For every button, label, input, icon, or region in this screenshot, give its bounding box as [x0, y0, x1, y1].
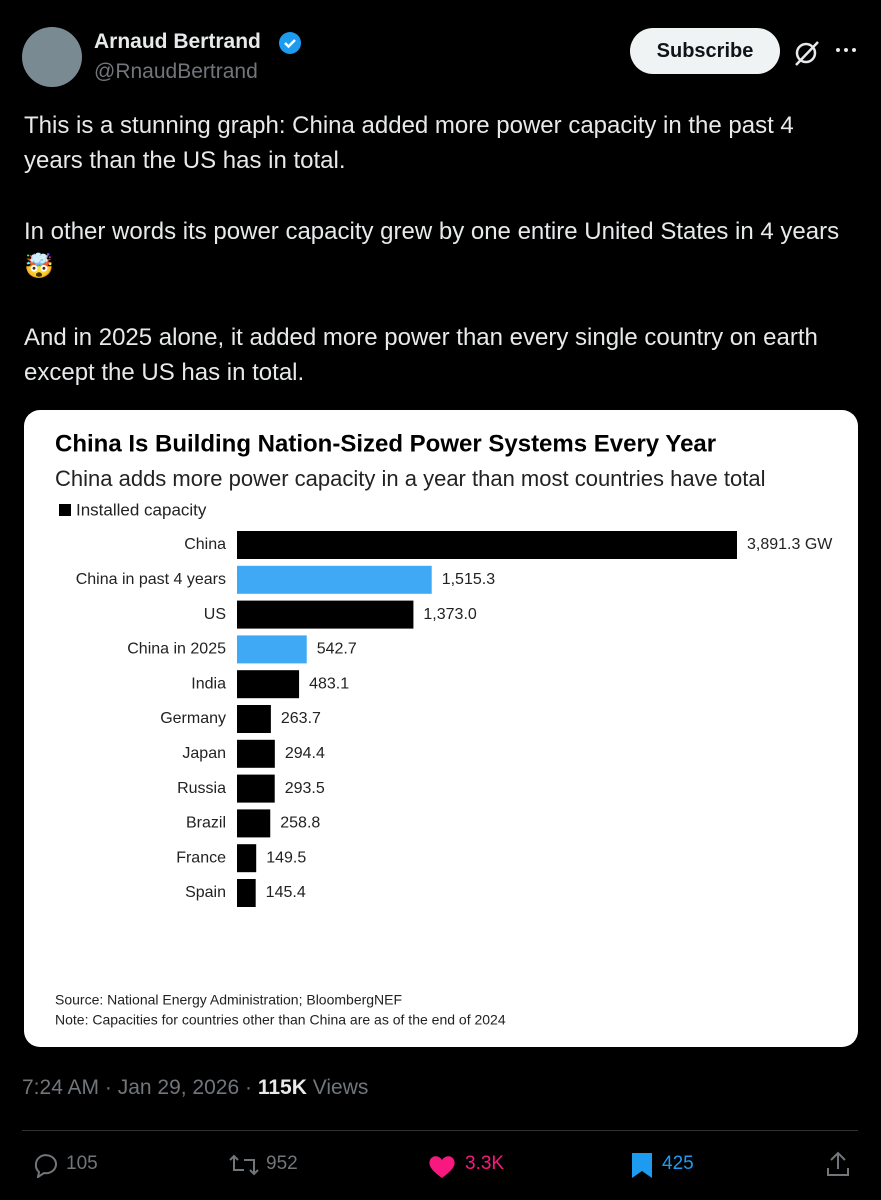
category-label: Spain	[185, 884, 226, 901]
category-label: China in 2025	[127, 641, 226, 658]
category-label: India	[191, 675, 226, 692]
chart-title: China Is Building Nation-Sized Power Sys…	[55, 430, 716, 457]
reply-count[interactable]: 105	[66, 1153, 98, 1174]
view-label: Views	[312, 1076, 369, 1099]
bar	[237, 774, 275, 803]
verified-badge	[279, 32, 301, 54]
chart-note: Note: Capacities for countries other tha…	[55, 1012, 506, 1028]
like-count[interactable]: 3.3K	[465, 1153, 505, 1174]
bar	[237, 531, 737, 559]
repost-icon[interactable]	[228, 1152, 260, 1178]
tweet-text: In other words its power capacity grew b…	[24, 218, 840, 280]
category-label: Russia	[177, 780, 226, 797]
more-icon[interactable]	[834, 44, 858, 56]
value-label: 294.4	[285, 745, 325, 762]
bar	[237, 600, 414, 629]
category-label: Brazil	[186, 815, 226, 832]
value-label: 1,515.3	[442, 571, 495, 588]
bookmark-count[interactable]: 425	[662, 1153, 694, 1174]
value-label: 542.7	[317, 641, 357, 658]
chart-card[interactable]: China Is Building Nation-Sized Power Sys…	[24, 410, 858, 1047]
category-label: China	[184, 536, 226, 553]
value-label: 293.5	[285, 780, 325, 797]
category-label: France	[176, 849, 226, 866]
separator: ·	[245, 1076, 252, 1099]
author-handle[interactable]: @RnaudBertrand	[94, 60, 258, 83]
value-label: 1,373.0	[423, 606, 476, 623]
legend-swatch	[59, 504, 71, 516]
grok-icon[interactable]	[792, 38, 822, 68]
value-label: 263.7	[281, 710, 321, 727]
view-count: 115K	[257, 1076, 307, 1099]
category-label: US	[204, 606, 226, 623]
repost-count[interactable]: 952	[266, 1153, 298, 1174]
bar	[237, 565, 432, 594]
category-label: Japan	[182, 745, 226, 762]
divider	[22, 1130, 858, 1131]
value-label: 149.5	[266, 849, 306, 866]
bar	[237, 809, 271, 838]
value-label: 483.1	[309, 675, 349, 692]
like-icon[interactable]	[427, 1153, 457, 1179]
reply-icon[interactable]	[32, 1152, 60, 1178]
chart-subtitle: China adds more power capacity in a year…	[55, 466, 766, 491]
bookmark-icon[interactable]	[630, 1151, 654, 1179]
bar	[237, 635, 307, 664]
bar	[237, 739, 275, 768]
bar	[237, 705, 271, 733]
category-label: Germany	[160, 710, 226, 727]
avatar[interactable]	[22, 27, 82, 87]
chart-source: Source: National Energy Administration; …	[55, 992, 402, 1008]
timestamp-row: 7:24 AM · Jan 29, 2026 · 115K Views	[22, 1076, 368, 1100]
value-label: 145.4	[266, 884, 306, 901]
tweet-text: This is a stunning graph: China added mo…	[24, 112, 794, 174]
category-label: China in past 4 years	[76, 571, 226, 588]
value-label: 3,891.3 GW	[747, 536, 833, 553]
author-name[interactable]: Arnaud Bertrand	[94, 30, 261, 53]
subscribe-button[interactable]: Subscribe	[630, 28, 780, 74]
bar	[237, 670, 300, 699]
legend-label: Installed capacity	[76, 500, 207, 519]
tweet-text: And in 2025 alone, it added more power t…	[24, 324, 818, 386]
bar	[237, 879, 256, 907]
value-label: 258.8	[280, 815, 320, 832]
share-icon[interactable]	[824, 1150, 852, 1178]
chart: China Is Building Nation-Sized Power Sys…	[55, 430, 833, 1028]
bar	[237, 844, 257, 873]
timestamp[interactable]: 7:24 AM · Jan 29, 2026	[22, 1076, 240, 1099]
